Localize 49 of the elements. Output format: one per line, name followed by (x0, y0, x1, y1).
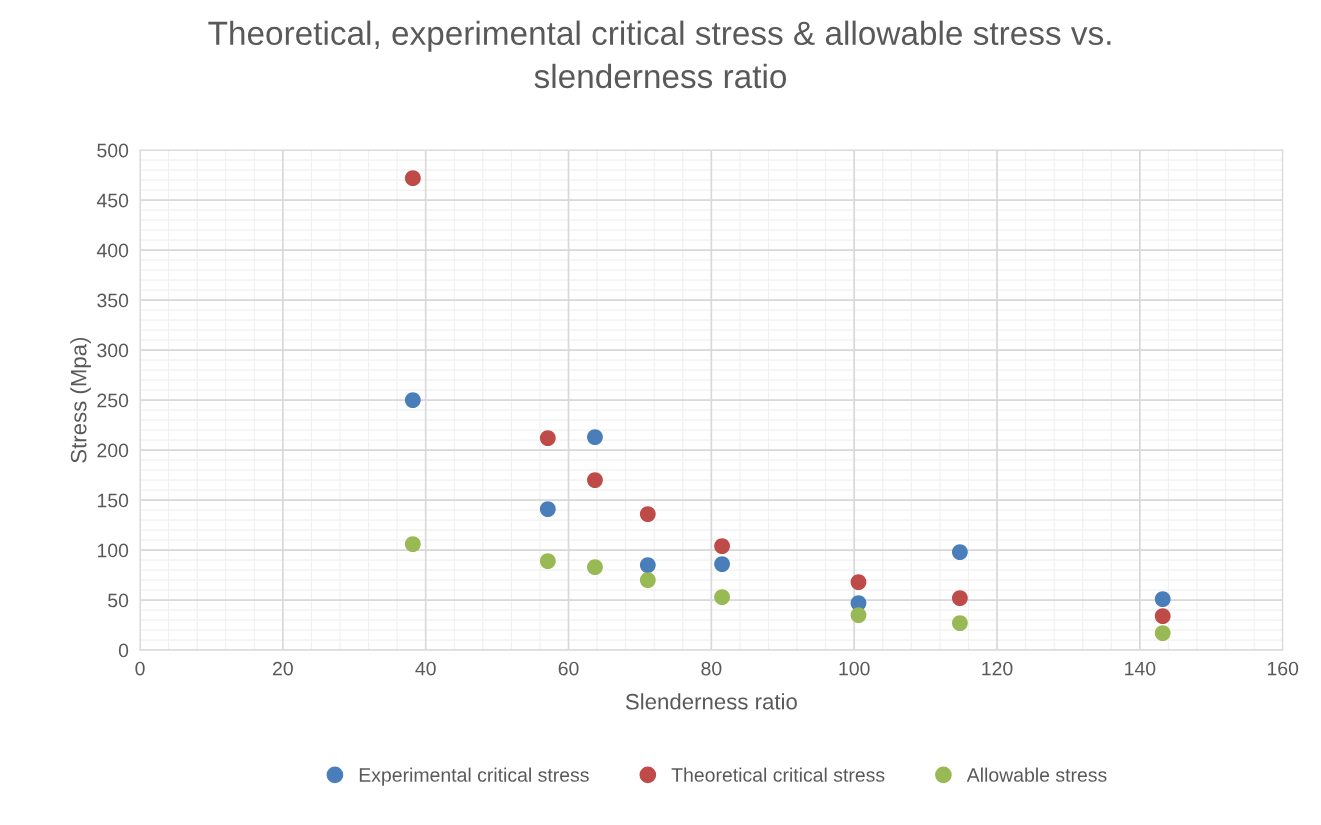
point (850, 607, 867, 624)
y-tick-label: 100 (97, 543, 129, 558)
chart-title: Theoretical, experimental critical stress & allowable stress vs. slenderness ratio (208, 20, 1111, 89)
point (850, 574, 867, 591)
y-tick-label: 50 (108, 593, 129, 608)
legend-label: Allowable stress (966, 767, 1107, 782)
point (951, 590, 968, 607)
point (539, 553, 556, 570)
x-tick-label: 80 (701, 661, 722, 676)
y-tick-label: 500 (97, 143, 129, 158)
point (404, 392, 421, 409)
point (404, 170, 421, 187)
point (587, 472, 603, 489)
point (639, 572, 656, 589)
point (1154, 625, 1171, 642)
x-tick-label: 40 (415, 661, 436, 676)
point (587, 559, 603, 576)
x-tick-label: 60 (558, 661, 579, 676)
x-axis-title: Slenderness ratio (625, 693, 797, 710)
x-tick-label: 120 (982, 661, 1013, 676)
point (1154, 608, 1171, 625)
point (639, 506, 656, 523)
y-tick-label: 400 (96, 243, 129, 258)
y-tick-label: 150 (97, 493, 129, 508)
x-tick-label: 100 (839, 661, 870, 676)
y-axis-title: Stress (Mpa) (70, 337, 91, 463)
point (639, 557, 656, 574)
point (714, 556, 730, 573)
x-tick-label: 140 (1125, 661, 1156, 676)
y-tick-label: 250 (97, 393, 129, 408)
x-tick-label: 160 (1267, 661, 1299, 676)
point (714, 589, 730, 606)
y-tick-label: 0 (118, 643, 129, 658)
point (539, 430, 556, 447)
y-tick-label: 200 (97, 443, 129, 458)
point (539, 501, 556, 518)
point (404, 536, 421, 553)
point (714, 538, 730, 555)
y-tick-label: 300 (97, 343, 129, 358)
y-tick-label: 350 (97, 293, 129, 308)
x-tick-label: 0 (135, 661, 145, 676)
x-tick-label: 20 (273, 661, 293, 676)
point (587, 429, 603, 446)
legend-label: Theoretical critical stress (671, 767, 885, 782)
point (1154, 591, 1171, 608)
legend-label: Experimental critical stress (359, 767, 589, 786)
point (951, 615, 968, 632)
y-tick-label: 450 (96, 193, 129, 208)
point (951, 544, 968, 561)
